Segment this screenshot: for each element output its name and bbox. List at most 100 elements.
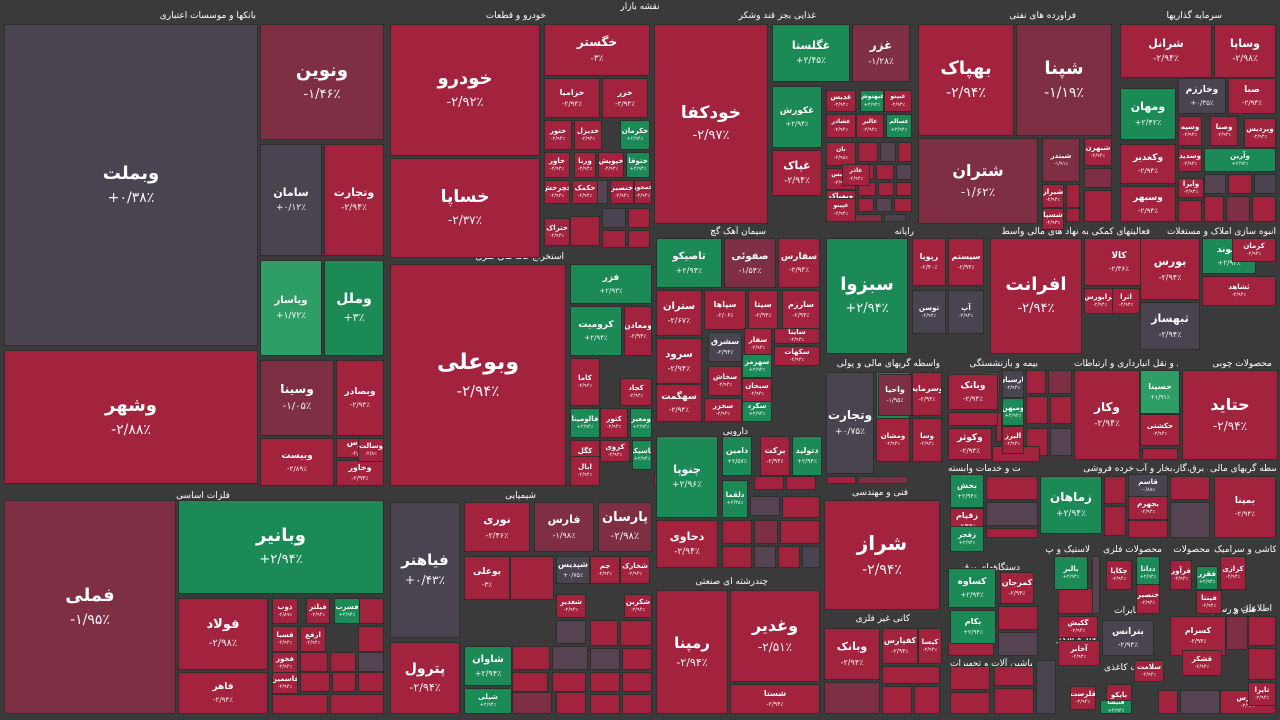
stock-tile[interactable]: افرانت -۲/۹۴٪ bbox=[990, 238, 1082, 354]
stock-tile[interactable]: کیسا -۲/۹۴٪ bbox=[918, 628, 942, 664]
stock-tile-small[interactable] bbox=[882, 666, 940, 684]
stock-tile[interactable]: خزامیا -۲/۹۴٪ bbox=[544, 78, 600, 118]
stock-tile[interactable]: ومیهن +۲/۹۴٪ bbox=[1002, 398, 1024, 426]
stock-tile-small[interactable] bbox=[914, 686, 940, 714]
stock-tile-small[interactable] bbox=[1226, 196, 1250, 222]
stock-tile-small[interactable] bbox=[1104, 506, 1126, 536]
stock-tile-small[interactable] bbox=[628, 208, 650, 228]
stock-tile-small[interactable] bbox=[998, 632, 1038, 656]
stock-tile[interactable]: سامان +۰/۱۲٪ bbox=[260, 144, 322, 256]
stock-tile[interactable]: سخزر -۲/۹۴٪ bbox=[704, 398, 742, 422]
stock-tile[interactable]: پترول -۲/۹۴٪ bbox=[390, 642, 460, 714]
stock-tile[interactable]: چنوپا +۲/۹۶٪ bbox=[656, 436, 718, 518]
stock-tile[interactable]: کسرام -۲/۹۴٪ bbox=[1170, 616, 1226, 656]
stock-tile[interactable]: ختوقا +۲/۹۴٪ bbox=[626, 152, 650, 178]
stock-tile-small[interactable] bbox=[1178, 200, 1202, 222]
stock-tile[interactable]: پارسان -۲/۹۸٪ bbox=[598, 502, 652, 552]
stock-tile-small[interactable] bbox=[858, 142, 878, 162]
stock-tile[interactable]: ختراک -۲/۹۴٪ bbox=[544, 218, 570, 246]
stock-tile-small[interactable] bbox=[620, 620, 652, 646]
stock-tile[interactable]: خپویش -۲/۹۴٪ bbox=[598, 152, 624, 178]
stock-tile[interactable]: کساوه +۲/۹۴٪ bbox=[948, 568, 996, 608]
stock-tile[interactable]: دامین +۲/۵۷٪ bbox=[722, 436, 752, 476]
stock-tile[interactable]: ذوب -۲/۸۹٪ bbox=[272, 598, 298, 624]
stock-tile[interactable]: خزر -۲/۹۴٪ bbox=[602, 78, 648, 118]
stock-tile-small[interactable] bbox=[986, 528, 1038, 538]
stock-tile[interactable]: زماهان +۲/۹۴٪ bbox=[1040, 476, 1102, 534]
stock-tile-small[interactable] bbox=[1050, 428, 1072, 456]
stock-tile-small[interactable] bbox=[300, 652, 328, 672]
stock-tile[interactable]: واحیا -۱/۹۵٪ bbox=[878, 374, 912, 416]
stock-tile[interactable]: وسرمایه-۲/۹۴٪ bbox=[912, 372, 942, 416]
stock-tile[interactable]: وبوعلی -۲/۹۴٪ bbox=[390, 264, 566, 486]
stock-tile[interactable]: فاهر -۲/۹۴٪ bbox=[178, 672, 268, 714]
stock-tile-small[interactable] bbox=[1204, 174, 1226, 194]
stock-tile-small[interactable] bbox=[1226, 616, 1248, 650]
stock-tile-small[interactable] bbox=[512, 646, 550, 670]
stock-tile[interactable]: غگلستا +۲/۴۵٪ bbox=[772, 24, 850, 82]
stock-tile[interactable]: کجاد -۲/۹۴٪ bbox=[620, 378, 652, 406]
stock-tile[interactable]: ومعیر +۲/۹۴٪ bbox=[630, 408, 652, 438]
stock-tile[interactable]: گکیش -۲/۹۴٪ bbox=[1058, 616, 1098, 638]
stock-tile-small[interactable] bbox=[1142, 448, 1178, 460]
stock-tile-small[interactable] bbox=[1026, 396, 1048, 424]
stock-tile-small[interactable] bbox=[878, 182, 894, 196]
stock-tile-small[interactable] bbox=[622, 694, 652, 714]
stock-tile[interactable]: سبزوا +۲/۹۴٪ bbox=[826, 238, 908, 354]
stock-tile[interactable]: بورس -۲/۹۴٪ bbox=[1140, 238, 1200, 300]
stock-tile-small[interactable] bbox=[1128, 520, 1168, 538]
stock-tile-small[interactable] bbox=[786, 476, 816, 490]
stock-tile[interactable]: سشرق -۲/۹۴٪ bbox=[708, 332, 742, 362]
stock-tile-small[interactable] bbox=[556, 692, 586, 714]
stock-tile[interactable]: وبانک -۲/۹۴٪ bbox=[824, 628, 880, 680]
stock-tile[interactable]: سهرمز +۲/۹۴٪ bbox=[742, 354, 772, 378]
stock-tile-small[interactable] bbox=[1158, 690, 1178, 714]
stock-tile-small[interactable] bbox=[948, 412, 998, 426]
stock-tile[interactable]: فیلتر -۲/۹۴٪ bbox=[306, 598, 330, 624]
stock-tile-small[interactable] bbox=[994, 688, 1034, 714]
stock-tile[interactable]: وبانک -۲/۹۴٪ bbox=[948, 374, 998, 410]
stock-tile[interactable]: وپردیس -۲/۹۴٪ bbox=[1244, 118, 1276, 148]
stock-tile[interactable]: دلقما +۲/۳۸٪ bbox=[722, 480, 748, 518]
stock-tile-small[interactable] bbox=[330, 652, 356, 672]
stock-tile-small[interactable] bbox=[1170, 476, 1210, 500]
stock-tile[interactable]: غاذر -۲/۹۴٪ bbox=[842, 164, 870, 186]
stock-tile[interactable]: غالبر -۲/۹۴٪ bbox=[856, 114, 884, 138]
stock-tile-small[interactable] bbox=[1248, 616, 1276, 646]
stock-tile-small[interactable] bbox=[754, 520, 778, 544]
stock-tile[interactable]: بجهرم -۲/۹۴٪ bbox=[1128, 496, 1168, 520]
stock-tile[interactable]: فالومینا +۲/۹۴٪ bbox=[570, 408, 600, 438]
stock-tile-small[interactable] bbox=[272, 694, 328, 714]
stock-tile-small[interactable] bbox=[1248, 648, 1276, 680]
stock-tile-small[interactable] bbox=[622, 648, 652, 670]
stock-tile[interactable]: خودرو -۲/۹۲٪ bbox=[390, 24, 540, 156]
stock-tile[interactable]: رمپنا -۲/۹۴٪ bbox=[656, 590, 728, 714]
stock-tile[interactable]: رپویا -۲/۴۰٪ bbox=[912, 238, 946, 286]
stock-tile-small[interactable] bbox=[590, 620, 618, 646]
stock-tile-small[interactable] bbox=[996, 412, 1002, 442]
stock-tile[interactable]: خکرمان +۲/۹۴٪ bbox=[620, 120, 650, 150]
stock-tile-small[interactable] bbox=[1092, 556, 1100, 614]
stock-tile[interactable]: وخاور -۲/۹۴٪ bbox=[336, 460, 384, 486]
stock-tile[interactable]: ومشان -۲/۹۴٪ bbox=[876, 418, 910, 462]
stock-tile[interactable]: وایرا -۲/۹۴٪ bbox=[1178, 178, 1204, 198]
stock-tile-small[interactable] bbox=[722, 520, 752, 544]
stock-tile[interactable]: شراز -۲/۹۴٪ bbox=[824, 500, 940, 610]
stock-tile[interactable]: خکمک -۲/۹۴٪ bbox=[572, 180, 598, 204]
stock-tile[interactable]: کفپارس -۲/۹۴٪ bbox=[882, 628, 918, 664]
stock-tile[interactable]: خاور -۲/۹۴٪ bbox=[544, 152, 570, 178]
stock-tile-small[interactable] bbox=[986, 502, 1038, 526]
stock-tile[interactable]: جم -۲/۹۴٪ bbox=[590, 556, 620, 584]
stock-tile[interactable]: وبصادر -۲/۹۴٪ bbox=[336, 360, 384, 436]
stock-tile[interactable]: وصنا -۲/۹۴٪ bbox=[1210, 116, 1238, 146]
stock-tile[interactable]: وتجارت +۰/۷۵٪ bbox=[826, 372, 874, 474]
stock-tile[interactable]: وبانیر +۲/۹۴٪ bbox=[178, 500, 384, 594]
stock-tile[interactable]: چکاپا -۲/۹۴٪ bbox=[1106, 560, 1132, 590]
stock-tile[interactable]: وخارزم +۰/۴۵٪ bbox=[1178, 78, 1226, 114]
stock-tile-small[interactable] bbox=[858, 198, 874, 212]
stock-tile-small[interactable] bbox=[512, 672, 548, 692]
stock-tile-small[interactable] bbox=[1050, 396, 1072, 424]
stock-tile-small[interactable] bbox=[1066, 184, 1080, 208]
stock-tile[interactable]: سلامت -۲/۹۴٪ bbox=[1134, 660, 1164, 682]
stock-tile[interactable]: خساپا -۲/۳۷٪ bbox=[390, 158, 540, 258]
